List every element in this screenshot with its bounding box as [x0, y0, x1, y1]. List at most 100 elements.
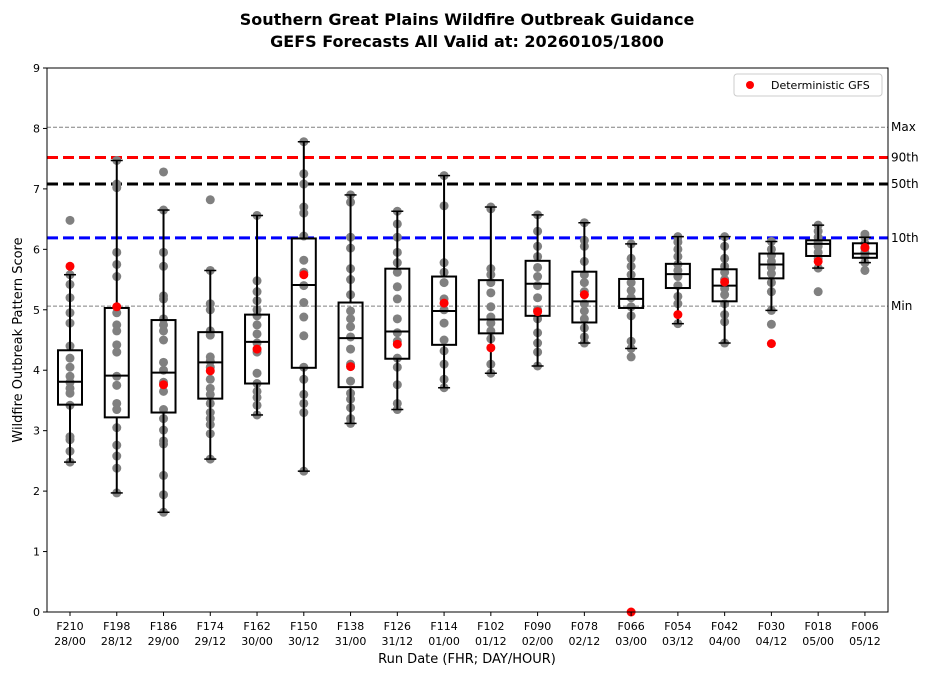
- ensemble-member-point: [205, 383, 215, 393]
- ensemble-member-point: [579, 306, 589, 316]
- box-group-f030: [758, 236, 785, 349]
- ensemble-member-point: [579, 314, 589, 324]
- ensemble-member-point: [766, 319, 776, 329]
- deterministic-gfs-point: [65, 261, 75, 271]
- ensemble-member-point: [392, 282, 402, 292]
- ensemble-member-point: [65, 371, 75, 381]
- iqr-box: [337, 301, 364, 389]
- ensemble-member-point: [533, 281, 543, 291]
- ensemble-member-point: [112, 347, 122, 357]
- x-tick-label-fhr: F006: [851, 620, 878, 633]
- x-tick-label-fhr: F150: [290, 620, 317, 633]
- y-tick-label: 0: [33, 606, 40, 619]
- box-group-f126: [384, 206, 411, 415]
- x-tick-label-date: 04/12: [756, 635, 788, 648]
- ensemble-member-point: [159, 357, 169, 367]
- x-tick-label-date: 31/00: [335, 635, 367, 648]
- ensemble-member-point: [486, 302, 496, 312]
- reference-label-10th: 10th: [891, 231, 919, 245]
- x-tick-label-fhr: F186: [150, 620, 177, 633]
- box-group-f198: [103, 155, 130, 498]
- x-tick-label-date: 03/00: [615, 635, 647, 648]
- x-tick-label-date: 03/12: [662, 635, 694, 648]
- iqr-box: [805, 239, 832, 257]
- ensemble-member-point: [486, 288, 496, 298]
- x-tick-label-date: 05/00: [802, 635, 834, 648]
- ensemble-member-point: [533, 272, 543, 282]
- ensemble-member-point: [860, 265, 870, 275]
- x-tick-label-fhr: F018: [804, 620, 831, 633]
- x-tick-label-fhr: F114: [430, 620, 457, 633]
- deterministic-gfs-point: [720, 277, 730, 287]
- x-tick-label-date: 02/12: [569, 635, 601, 648]
- iqr-box: [197, 331, 224, 400]
- y-tick-label: 2: [33, 485, 40, 498]
- box-group-f150: [290, 137, 317, 476]
- ensemble-member-point: [392, 267, 402, 277]
- deterministic-gfs-point: [486, 343, 496, 353]
- y-tick-label: 3: [33, 425, 40, 438]
- chart-title: Southern Great Plains Wildfire Outbreak …: [240, 10, 695, 29]
- x-tick-label-date: 04/00: [709, 635, 741, 648]
- ensemble-member-point: [439, 305, 449, 315]
- x-tick-label-date: 28/00: [54, 635, 86, 648]
- x-tick-label-fhr: F174: [197, 620, 224, 633]
- ensemble-member-point: [299, 331, 309, 341]
- box-group-f162: [244, 210, 271, 420]
- box-group-f006: [851, 229, 878, 275]
- ensemble-member-point: [112, 398, 122, 408]
- deterministic-gfs-point: [205, 366, 215, 376]
- ensemble-member-point: [533, 293, 543, 303]
- ensemble-member-point: [252, 368, 262, 378]
- deterministic-gfs-point: [860, 243, 870, 253]
- ensemble-member-point: [346, 314, 356, 324]
- box-group-f018: [805, 220, 832, 297]
- ensemble-member-point: [299, 255, 309, 265]
- box-group-f138: [337, 190, 364, 428]
- ensemble-member-point: [159, 386, 169, 396]
- iqr-box: [290, 237, 317, 369]
- y-axis-label: Wildfire Outbreak Pattern Score: [11, 237, 26, 442]
- x-tick-label-date: 30/00: [241, 635, 273, 648]
- ensemble-member-point: [392, 328, 402, 338]
- ensemble-member-point: [205, 195, 215, 205]
- iqr-box: [477, 279, 504, 335]
- ensemble-member-point: [346, 376, 356, 386]
- deterministic-gfs-point: [252, 344, 262, 354]
- y-tick-label: 4: [33, 364, 40, 377]
- ensemble-member-point: [392, 294, 402, 304]
- ensemble-member-point: [392, 314, 402, 324]
- ensemble-member-point: [626, 302, 636, 312]
- ensemble-member-point: [439, 278, 449, 288]
- deterministic-gfs-point: [392, 339, 402, 349]
- iqr-box: [384, 267, 411, 360]
- y-tick-label: 1: [33, 546, 40, 559]
- ensemble-member-point: [112, 320, 122, 330]
- ensemble-member-point: [252, 320, 262, 330]
- x-tick-label-date: 05/12: [849, 635, 881, 648]
- deterministic-gfs-point: [813, 256, 823, 266]
- iqr-box: [758, 252, 785, 280]
- x-tick-label-date: 29/12: [194, 635, 226, 648]
- legend-label: Deterministic GFS: [771, 79, 870, 92]
- ensemble-member-point: [346, 322, 356, 332]
- deterministic-gfs-point: [579, 290, 589, 300]
- deterministic-gfs-point: [346, 362, 356, 372]
- ensemble-member-point: [439, 318, 449, 328]
- plot-frame: [46, 67, 889, 613]
- deterministic-gfs-point: [159, 380, 169, 390]
- x-tick-label-date: 02/00: [522, 635, 554, 648]
- ensemble-member-point: [346, 306, 356, 316]
- box-group-f078: [571, 218, 598, 348]
- legend-box: [733, 73, 883, 97]
- ensemble-member-point: [813, 287, 823, 297]
- ensemble-member-point: [626, 278, 636, 288]
- box-group-f174: [197, 195, 224, 464]
- iqr-box: [618, 277, 645, 309]
- ensemble-member-point: [626, 285, 636, 295]
- x-tick-label-date: 31/12: [381, 635, 413, 648]
- ensemble-member-point: [860, 229, 870, 239]
- ensemble-member-point: [533, 262, 543, 272]
- ensemble-member-point: [626, 352, 636, 362]
